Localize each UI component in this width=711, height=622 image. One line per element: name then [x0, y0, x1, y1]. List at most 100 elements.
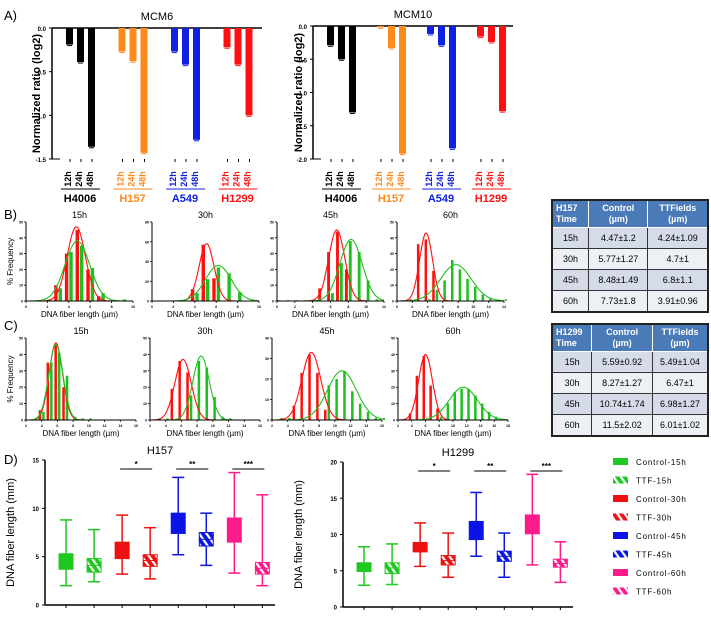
bar-H1299-24h: [234, 28, 242, 65]
x-tick-label: 6: [425, 424, 427, 428]
control-fit-curve: [150, 358, 260, 421]
x-tick-label: 4: [41, 424, 43, 428]
bar-H157-48h: [140, 28, 148, 153]
ttf-bar: [481, 403, 484, 420]
bar-H4006-48h: [88, 28, 95, 147]
ttf-bar: [375, 299, 379, 301]
x-tick-label: 4: [411, 424, 413, 428]
legend-label-ttf-60h: TTF-60h: [636, 588, 672, 597]
table-cell: 3.91±0.96: [647, 290, 709, 313]
x-tick-label: 16: [258, 424, 262, 428]
y-tick-label: 5: [36, 555, 40, 561]
x-tick-label: 2: [172, 305, 174, 309]
y-tick-label: 20: [19, 268, 23, 272]
y-tick-label: 20: [143, 386, 147, 390]
x-axis-label: DNA fiber length (µm): [414, 429, 491, 438]
ttf-bar: [58, 288, 63, 301]
control-bar: [178, 360, 181, 420]
x-tick-label: 4: [165, 424, 167, 428]
ttf-bar: [358, 403, 362, 420]
bar-H1299-48h: [245, 28, 253, 116]
x-tick-label: 48h: [138, 171, 148, 187]
control-bar: [308, 354, 311, 420]
ttf-bar: [89, 418, 92, 420]
table-cell: 15h: [551, 351, 593, 373]
x-axis-label: DNA fiber length (µm): [292, 310, 369, 319]
x-tick-label: 24h: [232, 171, 242, 187]
bar-A549-12h: [427, 26, 434, 34]
y-tick-label: 10: [19, 402, 23, 406]
ttf-bar: [439, 416, 443, 420]
x-tick-label: 48h: [85, 171, 95, 187]
histogram-title: 45h: [323, 210, 338, 220]
ttf-bar: [288, 417, 291, 420]
ttf-bar: [466, 278, 469, 301]
control-bar: [46, 362, 50, 420]
ttf-bar: [366, 411, 370, 420]
ttf-bar: [366, 280, 370, 301]
ttf-bar: [348, 240, 352, 301]
ttf-bar: [460, 388, 463, 420]
x-tick-label: 14: [118, 424, 122, 428]
legend-swatch: [613, 458, 628, 465]
y-axis-label: % Frequency: [6, 238, 15, 285]
ttf-bar: [428, 299, 431, 301]
table-cell: 5.49±1.04: [652, 351, 709, 373]
box-Control-45h: [468, 520, 484, 541]
ttf-bar: [238, 292, 242, 301]
ttf-bar: [331, 293, 334, 301]
y-axis-label: % Frequency: [6, 355, 15, 402]
bar-A549-12h: [171, 28, 178, 52]
x-tick-label: 14: [364, 424, 368, 428]
control-fit-curve: [272, 351, 382, 421]
ttf-bar: [166, 418, 169, 420]
table-row: 60h 11.5±2.02 6.01±1.02: [551, 414, 709, 437]
x-axis-label: DNA fiber length (µm): [42, 429, 119, 438]
x-tick-label: 4: [194, 305, 196, 309]
control-bar: [422, 356, 425, 420]
table-header-cell: TTFields (µm): [647, 199, 709, 228]
ttf-fit-curve: [272, 370, 383, 421]
panel-label-b: B): [4, 207, 17, 222]
x-tick-label: 18: [506, 424, 510, 428]
y-tick-label: 0: [393, 419, 395, 423]
control-bar: [300, 372, 303, 420]
table-row: 30h 5.77±1.27 4.7±1: [551, 248, 709, 270]
chart-title: H157: [147, 445, 173, 457]
control-bar: [186, 372, 189, 420]
y-tick-label: 10: [391, 402, 395, 406]
y-tick-label: 5: [334, 569, 338, 575]
y-tick-label: 30: [391, 369, 395, 373]
group-label-H157: H157: [378, 193, 404, 205]
y-tick-label: 20: [265, 378, 269, 382]
significance-label: **: [189, 460, 196, 469]
table-header-cell: Control (µm): [588, 199, 649, 228]
table-cell: 5.59±0.92: [591, 351, 653, 373]
bar-H157-24h: [388, 26, 395, 48]
ttf-bar: [57, 352, 61, 420]
x-tick-label: 24h: [385, 171, 395, 187]
x-tick-label: 8: [438, 424, 440, 428]
x-tick-label: 6: [89, 305, 91, 309]
bar-H157-12h: [377, 26, 384, 28]
legend-swatch: [613, 532, 628, 539]
table-cell: 15h: [551, 227, 590, 249]
group-label-H4006: H4006: [325, 193, 357, 205]
ttf-bar: [227, 273, 231, 301]
bar-H157-12h: [118, 28, 126, 52]
y-axis-label: DNA fiber length (mm): [5, 478, 17, 587]
y-tick-label: 0: [36, 604, 40, 610]
y-tick-label: 50: [143, 337, 147, 341]
control-bar: [75, 229, 79, 301]
table-header-cell: Control (µm): [591, 323, 653, 352]
control-bar: [424, 239, 428, 301]
ttf-bar: [487, 411, 491, 420]
y-tick-label: 40: [265, 337, 269, 341]
significance-label: ***: [542, 462, 552, 471]
control-bar: [416, 244, 420, 301]
x-tick-label: 2: [46, 305, 48, 309]
y-tick-label: 30: [390, 252, 394, 256]
y-tick-label: -2.0: [297, 158, 308, 164]
x-tick-label: 48h: [243, 171, 253, 187]
ttf-bar: [343, 370, 346, 420]
